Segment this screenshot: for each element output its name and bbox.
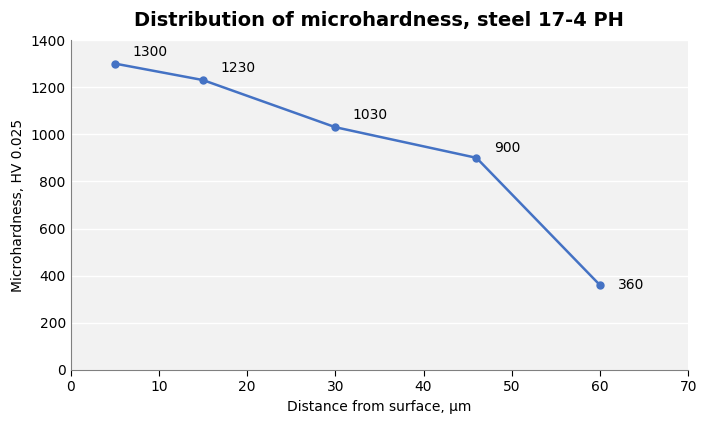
Text: 360: 360 [617,278,644,292]
Text: 1230: 1230 [221,61,256,75]
X-axis label: Distance from surface, μm: Distance from surface, μm [287,400,472,414]
Text: 900: 900 [494,142,520,156]
Text: 1030: 1030 [353,108,388,122]
Y-axis label: Microhardness, HV 0.025: Microhardness, HV 0.025 [11,119,25,292]
Title: Distribution of microhardness, steel 17-4 PH: Distribution of microhardness, steel 17-… [135,11,624,30]
Text: 1300: 1300 [132,45,168,59]
